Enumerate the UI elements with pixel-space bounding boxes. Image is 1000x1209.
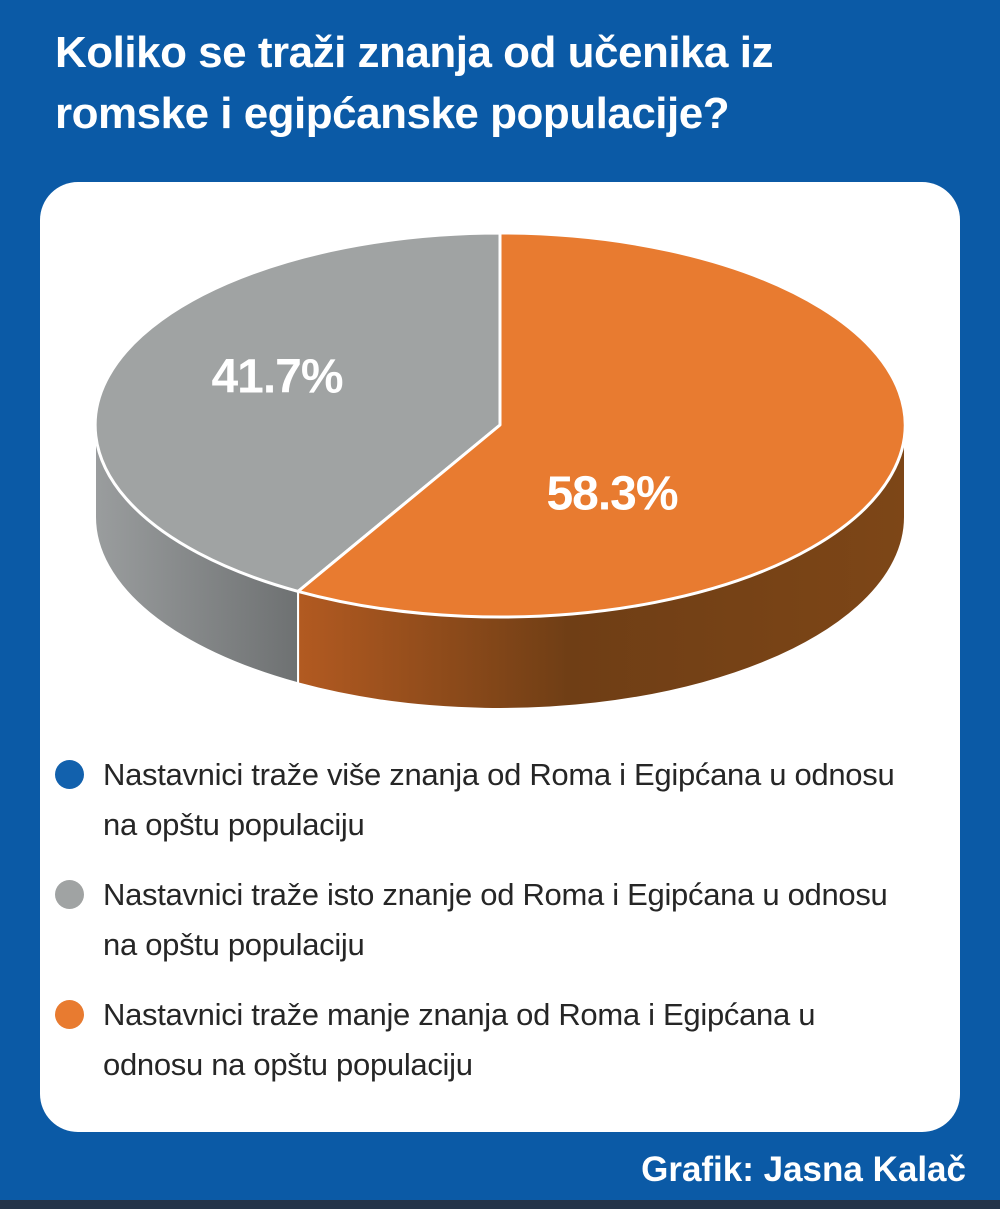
legend-label-gray: Nastavnici traže isto znanje od Roma i E…	[103, 870, 888, 970]
pie-chart-3d	[93, 231, 907, 710]
legend-dot-orange-icon	[55, 1000, 84, 1029]
legend-item-gray: Nastavnici traže isto znanje od Roma i E…	[55, 870, 888, 970]
graphic-credit: Grafik: Jasna Kalač	[641, 1150, 966, 1189]
legend-dot-gray-icon	[55, 880, 84, 909]
legend-label-orange-line2: odnosu na opštu populaciju	[103, 1047, 473, 1082]
pie-slice-gray	[93, 231, 502, 593]
legend-item-blue: Nastavnici traže više znanja od Roma i E…	[55, 750, 895, 850]
pie-slice-orange	[296, 231, 907, 619]
legend-dot-blue-icon	[55, 760, 84, 789]
legend-item-orange: Nastavnici traže manje znanja od Roma i …	[55, 990, 815, 1090]
legend-label-orange-line1: Nastavnici traže manje znanja od Roma i …	[103, 997, 816, 1032]
bottom-bar	[0, 1200, 1000, 1209]
page-title: Koliko se traži znanja od učenika iz rom…	[55, 28, 773, 138]
pie-data-label-orange: 58.3%	[546, 467, 678, 521]
legend-label-blue-line2: na opštu populaciju	[103, 807, 365, 842]
chart-card: 41.7% 58.3% Nastavnici traže više znanja…	[40, 182, 960, 1132]
legend-label-gray-line1: Nastavnici traže isto znanje od Roma i E…	[103, 877, 888, 912]
legend-label-blue-line1: Nastavnici traže više znanja od Roma i E…	[103, 757, 895, 792]
pie-data-label-gray: 41.7%	[211, 350, 343, 404]
legend-label-orange: Nastavnici traže manje znanja od Roma i …	[103, 990, 815, 1090]
legend-label-gray-line2: na opštu populaciju	[103, 927, 365, 962]
legend-label-blue: Nastavnici traže više znanja od Roma i E…	[103, 750, 895, 850]
